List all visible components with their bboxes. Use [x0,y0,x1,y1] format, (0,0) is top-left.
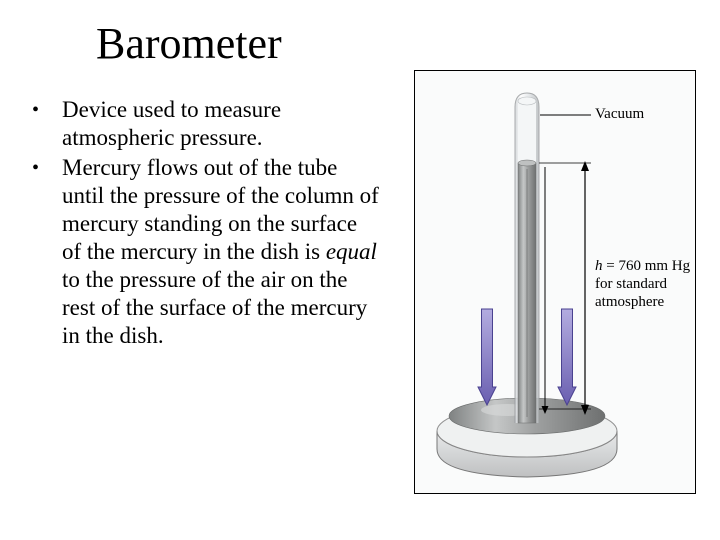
bullet-text-1: Device used to measure atmospheric press… [62,96,380,152]
bullet-marker: • [26,154,62,182]
page-title: Barometer [96,18,282,69]
bullet-text-2: Mercury flows out of the tube until the … [62,154,380,350]
height-label: h = 760 mm Hg for standard atmosphere [595,257,690,311]
barometer-figure: Vacuum h = 760 mm Hg for standard atmosp… [414,70,696,494]
list-item: • Mercury flows out of the tube until th… [26,154,380,350]
list-item: • Device used to measure atmospheric pre… [26,96,380,152]
bullet-marker: • [26,96,62,124]
bullet-list: • Device used to measure atmospheric pre… [26,96,380,352]
vacuum-label: Vacuum [595,105,644,123]
